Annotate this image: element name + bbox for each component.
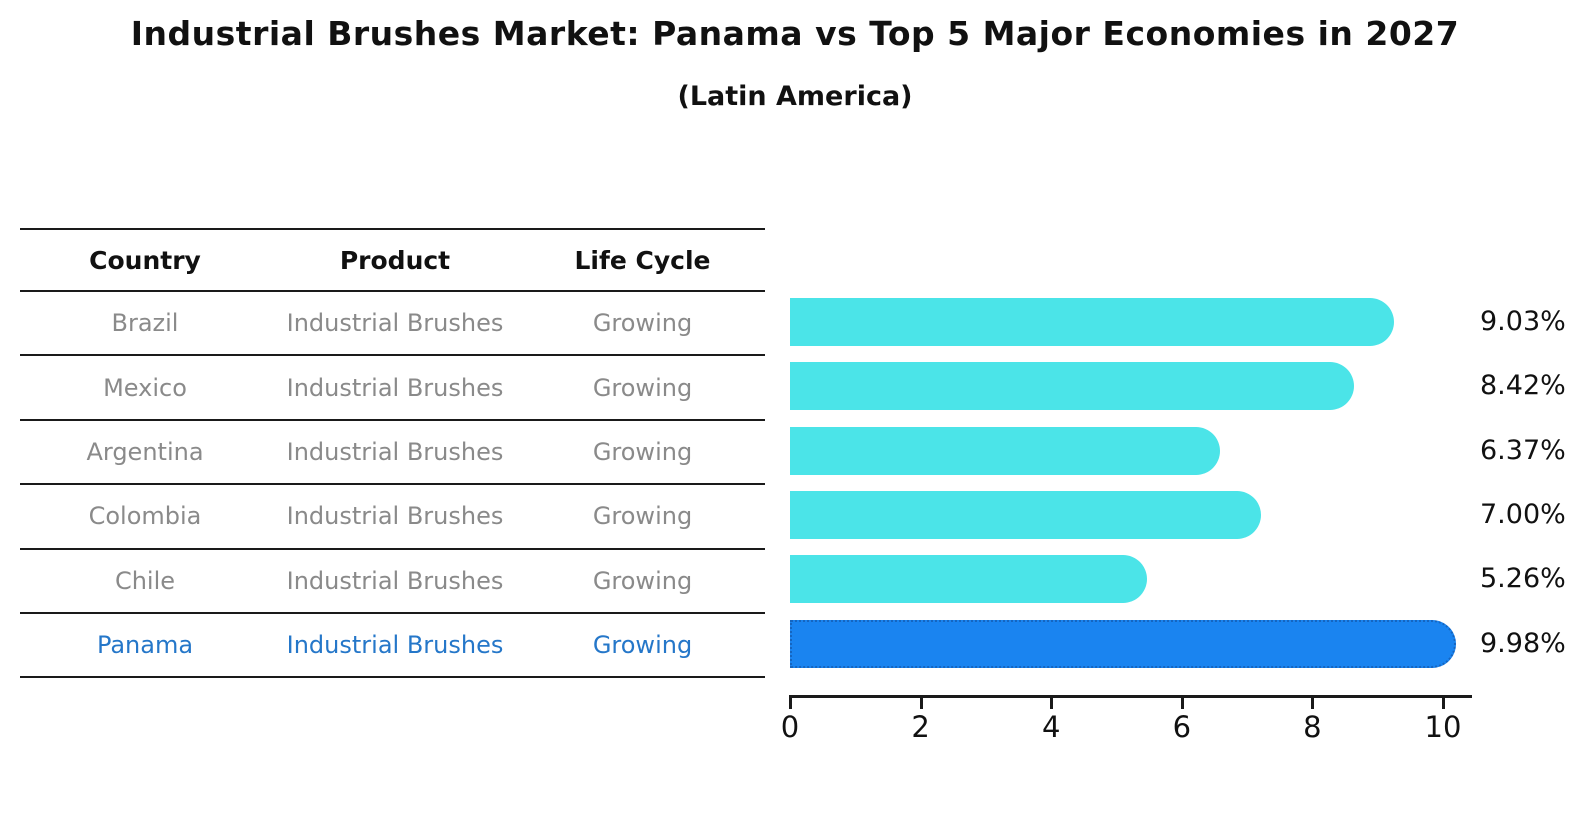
value-label-panama: 9.98% (1480, 627, 1566, 659)
country-cell: Argentina (86, 437, 204, 466)
x-tick-10 (1442, 698, 1445, 709)
x-tick-label-6: 6 (1172, 710, 1192, 744)
bar-mexico (790, 362, 1354, 411)
bar-slot-colombia: 7.00% (790, 483, 1590, 547)
country-cell: Panama (96, 631, 194, 660)
life-cycle-cell: Growing (592, 373, 693, 402)
bar-slot-argentina: 6.37% (790, 419, 1590, 483)
x-tick-8 (1311, 698, 1315, 709)
life-cycle-cell: Growing (592, 502, 693, 531)
highlighted-bar-panama (790, 619, 1456, 668)
value-label-colombia: 7.00% (1480, 498, 1566, 530)
bar-slot-mexico: 8.42% (790, 354, 1590, 418)
country-cell: Mexico (103, 373, 187, 402)
column-header-life-cycle: Life Cycle (574, 245, 711, 275)
x-axis-line (789, 695, 1472, 698)
product-cell: Industrial Brushes (286, 502, 504, 531)
life-cycle-cell: Growing (592, 631, 693, 660)
table-row-argentina: Argentina Industrial Brushes Growing (20, 421, 765, 486)
bar-chile (790, 555, 1148, 604)
table-body: Brazil Industrial Brushes Growing Mexico Ind… (20, 292, 765, 679)
bar-slot-panama: 9.98% (790, 612, 1590, 676)
bar-slot-brazil: 9.03% (790, 290, 1590, 354)
life-cycle-cell: Growing (592, 437, 693, 466)
chart-subtitle: (Latin America) (677, 81, 913, 112)
country-table: Country Product Life Cycle Brazil Industria… (20, 228, 765, 679)
table-row-mexico: Mexico Industrial Brushes Growing (20, 356, 765, 421)
column-header-product: Product (339, 245, 451, 275)
product-cell: Industrial Brushes (286, 309, 504, 338)
table-header-row: Country Product Life Cycle (20, 228, 765, 292)
product-cell: Industrial Brushes (286, 373, 504, 402)
column-header-country: Country (89, 245, 201, 275)
country-cell: Colombia (88, 502, 202, 531)
bar-slot-chile: 5.26% (790, 547, 1590, 611)
bar-chart-area: 9.03% 8.42% 6.37% 7.00% 5.26% 9.98% (790, 290, 1590, 676)
bar-brazil (790, 298, 1394, 346)
x-tick-0 (789, 698, 792, 709)
table-row-brazil: Brazil Industrial Brushes Growing (20, 292, 765, 357)
product-cell: Industrial Brushes (286, 631, 504, 660)
product-cell: Industrial Brushes (286, 566, 504, 595)
life-cycle-cell: Growing (592, 566, 693, 595)
table-row-chile: Chile Industrial Brushes Growing (20, 550, 765, 614)
x-tick-2 (919, 698, 923, 709)
table-row-colombia: Colombia Industrial Brushes Growing (20, 485, 765, 550)
x-tick-4 (1050, 698, 1054, 709)
life-cycle-cell: Growing (592, 309, 693, 338)
x-tick-label-10: 10 (1424, 710, 1462, 744)
x-tick-label-2: 2 (911, 710, 930, 744)
bar-colombia (790, 490, 1262, 539)
value-label-brazil: 9.03% (1480, 306, 1566, 337)
x-tick-label-8: 8 (1303, 710, 1322, 744)
country-cell: Chile (114, 566, 176, 595)
x-tick-6 (1180, 698, 1184, 709)
chart-title: Industrial Brushes Market: Panama vs Top… (130, 14, 1460, 53)
x-tick-label-0: 0 (780, 710, 800, 744)
country-cell: Brazil (111, 309, 179, 338)
bar-argentina (790, 426, 1220, 475)
product-cell: Industrial Brushes (286, 437, 504, 466)
table-row-panama: Panama Industrial Brushes Growing (20, 614, 765, 679)
value-label-chile: 5.26% (1480, 563, 1566, 595)
value-label-mexico: 8.42% (1480, 370, 1566, 402)
value-label-argentina: 6.37% (1480, 434, 1566, 466)
x-tick-label-4: 4 (1041, 710, 1061, 744)
